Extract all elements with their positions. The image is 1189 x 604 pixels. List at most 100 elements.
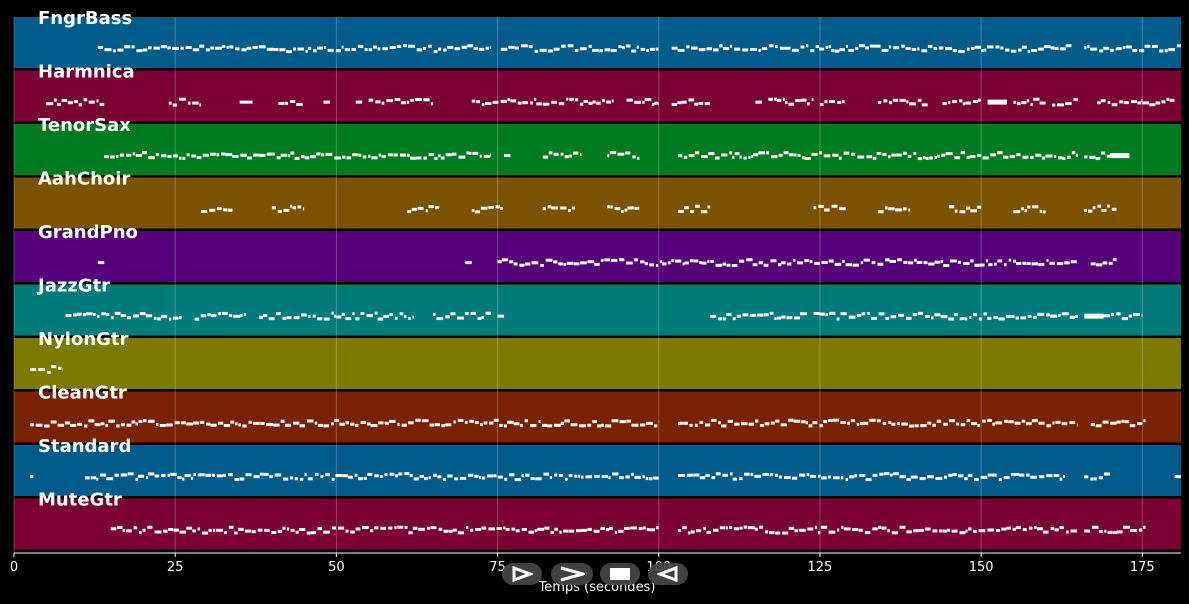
note-segment — [1110, 153, 1130, 159]
note-segment — [942, 98, 981, 106]
note-segment — [1084, 204, 1117, 213]
note-segment — [368, 97, 434, 106]
track-label: FngrBass — [38, 8, 132, 29]
note-segment — [168, 97, 201, 107]
lane-fngrbass — [14, 17, 1181, 68]
lane-grandpno — [14, 231, 1181, 282]
track-label: AahChoir — [38, 169, 130, 190]
stop-button[interactable] — [600, 563, 640, 585]
note-segment — [407, 205, 440, 214]
note-segment — [1052, 97, 1078, 107]
note-segment — [323, 100, 330, 104]
play-icon — [512, 566, 533, 582]
note-marks — [30, 44, 1181, 535]
track-label: Standard — [38, 436, 131, 457]
note-segment — [433, 311, 492, 321]
note-segment — [500, 44, 659, 53]
lane-standard — [14, 445, 1181, 496]
note-segment — [684, 259, 710, 265]
x-tick-label: 50 — [328, 560, 345, 575]
note-segment — [30, 475, 34, 479]
note-segment — [1090, 258, 1117, 267]
note-segment — [607, 205, 640, 213]
note-segment — [336, 311, 414, 321]
lane-tenorsax — [14, 124, 1181, 175]
note-segment — [1084, 44, 1117, 53]
stop-icon — [610, 568, 630, 580]
note-segment — [1090, 420, 1117, 428]
lane-cleangtr — [14, 391, 1181, 443]
note-segment — [465, 261, 472, 265]
x-tick-label: 175 — [1130, 560, 1155, 575]
note-segment — [542, 151, 582, 159]
note-segment — [259, 311, 337, 321]
track-label: Harmnica — [38, 62, 135, 83]
x-tick-label: 25 — [167, 560, 184, 575]
note-segment — [97, 261, 105, 265]
note-segment — [877, 206, 911, 214]
note-segment — [471, 97, 537, 107]
note-segment — [1013, 97, 1046, 106]
note-segment — [504, 154, 511, 158]
playback-controls — [502, 563, 692, 587]
x-tick-label: 75 — [489, 560, 506, 575]
play-button[interactable] — [502, 563, 542, 585]
note-segment — [104, 151, 492, 160]
x-tick-label: 0 — [10, 560, 18, 575]
note-segment — [271, 204, 305, 214]
note-segment — [626, 98, 659, 106]
track-label: JazzGtr — [36, 276, 110, 297]
note-segment — [607, 151, 640, 160]
note-segment — [542, 205, 575, 213]
track-lanes — [14, 17, 1181, 550]
note-segment — [768, 97, 814, 106]
note-segment — [110, 525, 659, 535]
note-segment — [1084, 151, 1111, 161]
chevron-right-icon — [560, 566, 585, 582]
note-segment — [813, 204, 846, 212]
note-segment — [65, 311, 182, 321]
note-segment — [84, 472, 659, 482]
note-segment — [355, 100, 363, 104]
note-segment — [194, 311, 247, 321]
track-label: MuteGtr — [38, 490, 122, 511]
track-label: GrandPno — [38, 222, 138, 243]
fast-forward-button[interactable] — [551, 563, 593, 585]
note-segment — [755, 100, 762, 104]
note-segment — [678, 204, 711, 214]
note-segment — [916, 258, 1077, 268]
note-segment — [1097, 98, 1143, 107]
note-segment — [961, 312, 1078, 321]
note-segment — [710, 258, 782, 267]
rewind-button[interactable] — [648, 563, 688, 585]
note-segment — [678, 151, 1078, 161]
lane-mutegtr — [14, 498, 1181, 550]
note-segment — [987, 99, 1007, 105]
track-label: CleanGtr — [38, 383, 127, 404]
note-segment — [497, 314, 505, 318]
note-segment — [671, 44, 1072, 53]
note-segment — [1084, 313, 1104, 319]
note-segment — [1084, 472, 1111, 481]
lane-jazzgtr — [14, 284, 1181, 336]
note-segment — [1174, 475, 1181, 479]
note-segment — [200, 207, 233, 214]
note-segment — [710, 311, 807, 321]
note-segment — [1116, 44, 1181, 53]
note-segment — [678, 472, 1065, 482]
note-segment — [813, 311, 962, 321]
note-segment — [46, 98, 105, 107]
note-segment — [278, 99, 303, 107]
note-segment — [1013, 205, 1046, 214]
track-labels: FngrBass Harmnica TenorSax AahChoir GrandPno… — [36, 8, 138, 511]
note-segment — [97, 44, 492, 54]
note-segment — [497, 258, 685, 268]
note-segment — [471, 205, 503, 214]
note-segment — [819, 100, 846, 106]
lane-nylongtr — [14, 338, 1181, 389]
note-segment — [671, 98, 710, 106]
note-segment — [239, 100, 253, 104]
note-segment — [678, 418, 1078, 428]
lane-aahchoir — [14, 177, 1181, 229]
